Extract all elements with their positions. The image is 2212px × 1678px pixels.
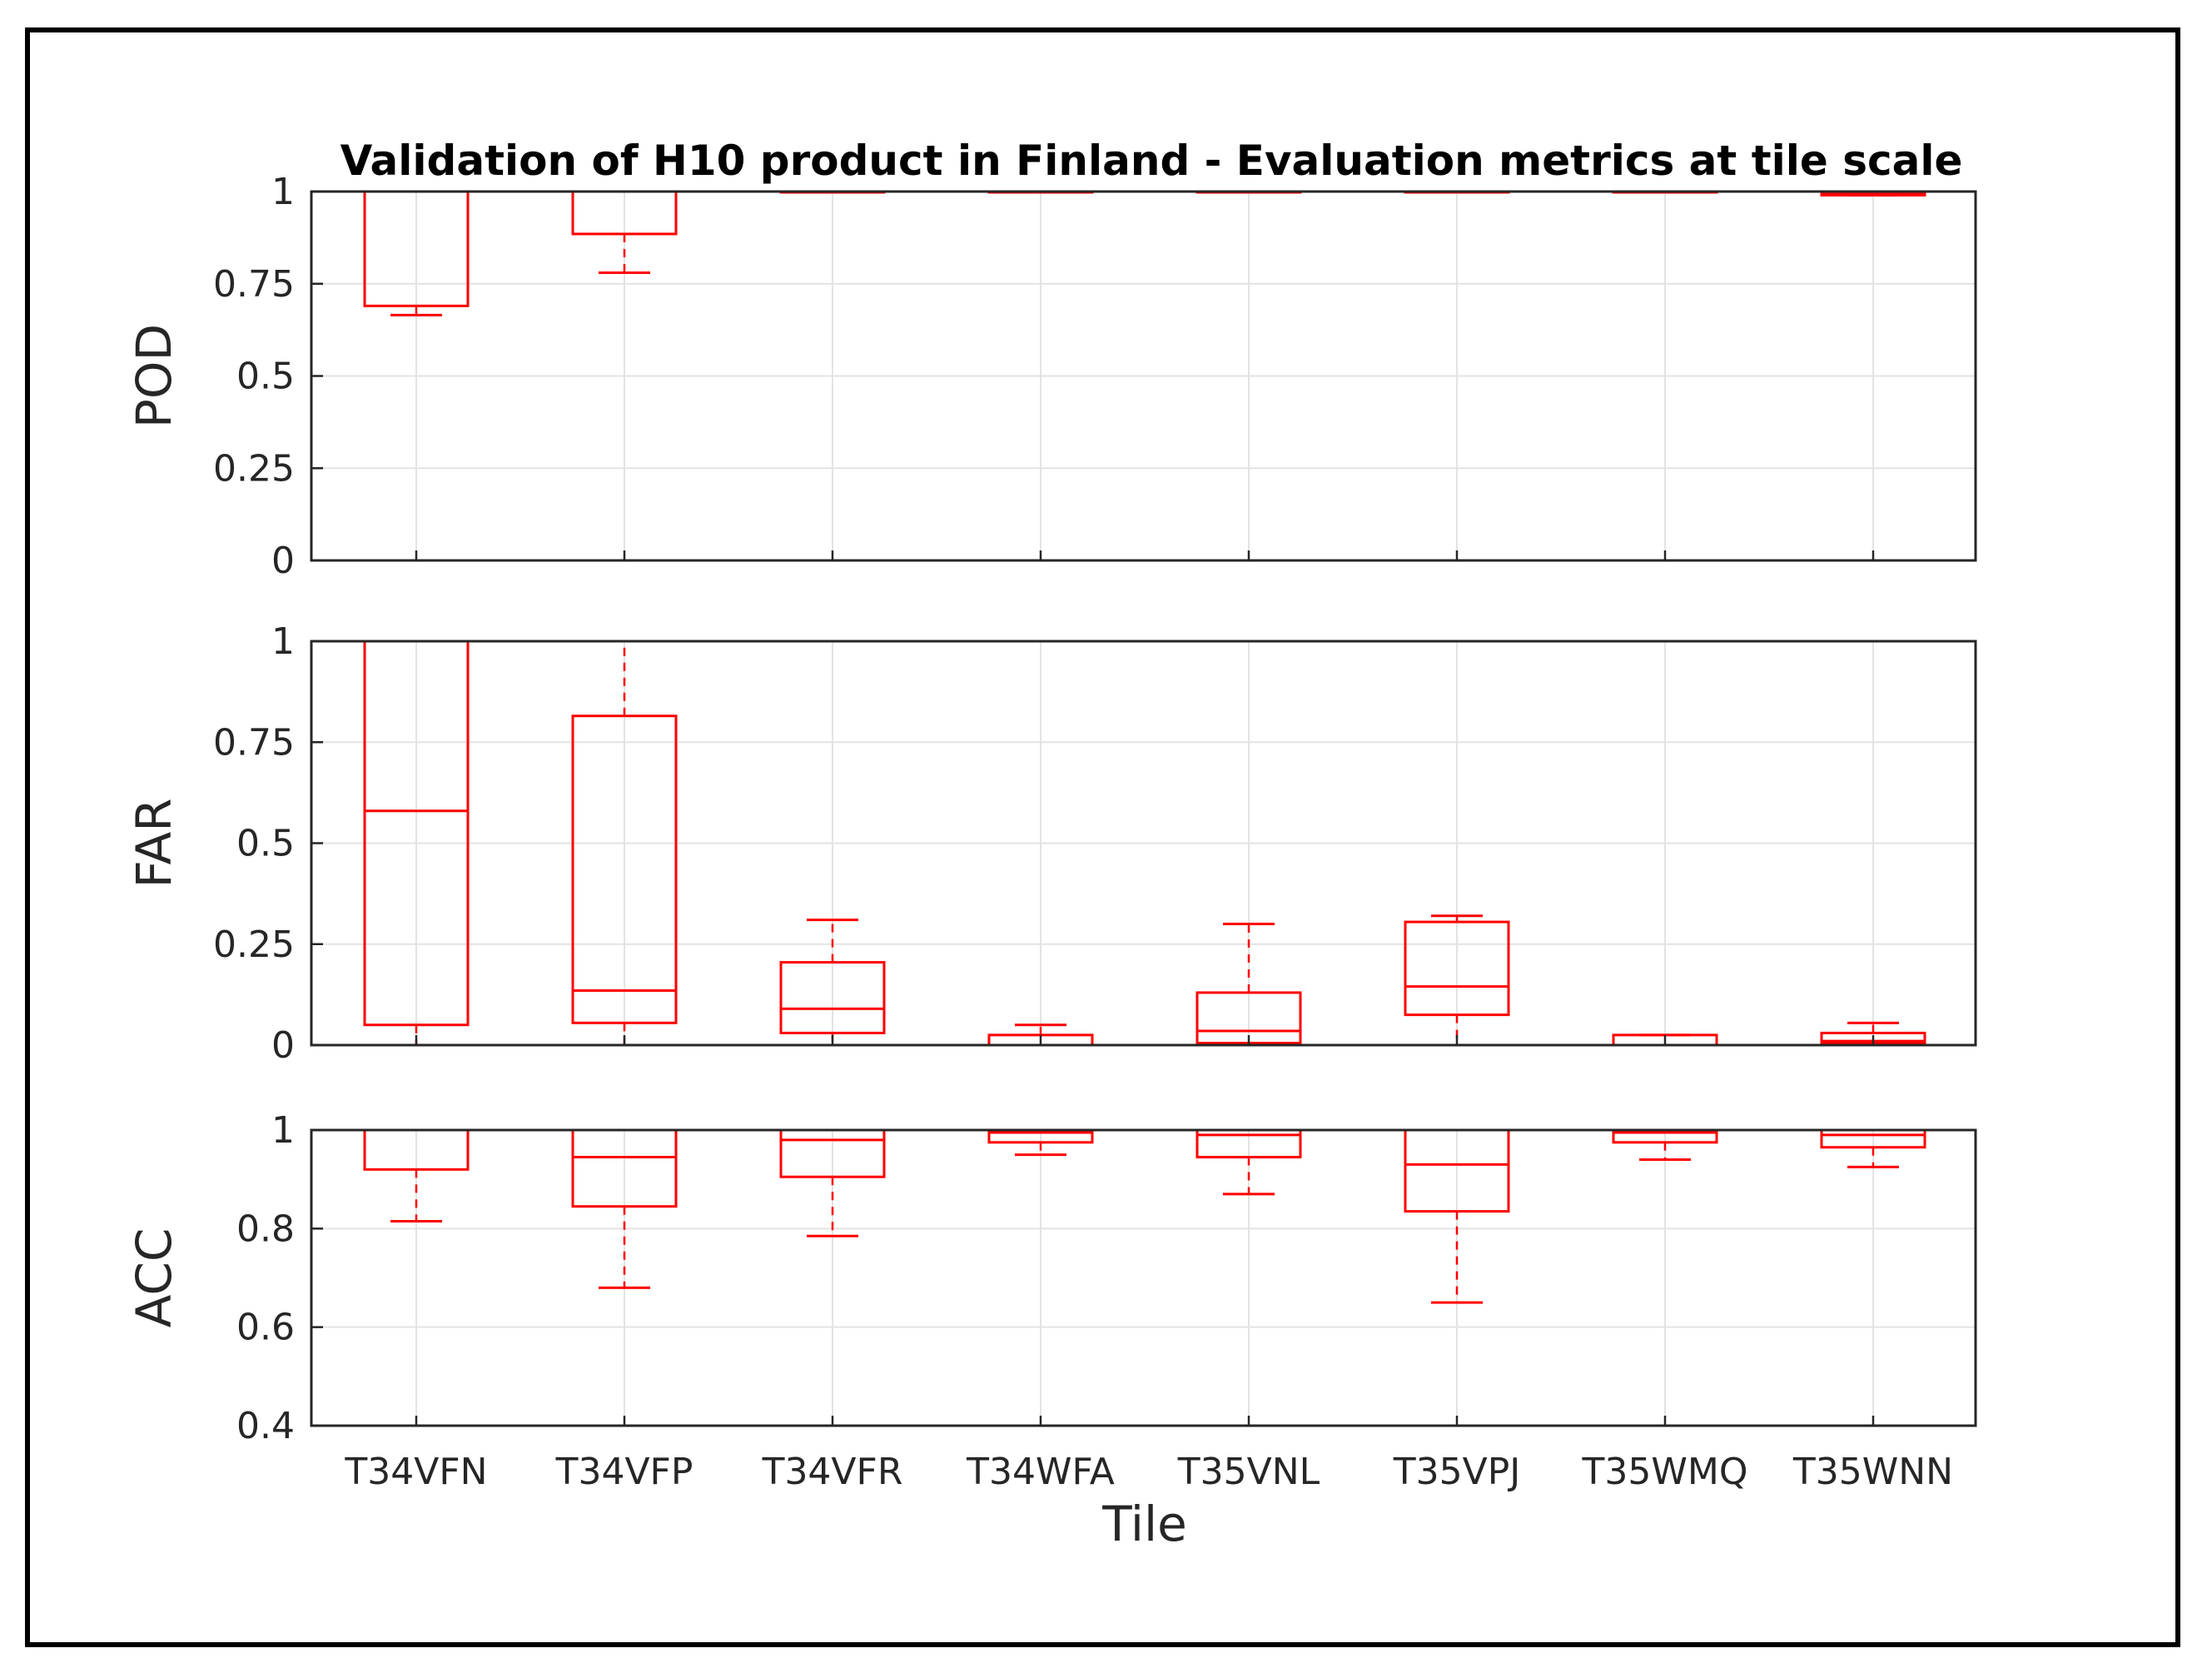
x-tick-label: T34WFA (966, 1451, 1115, 1493)
chart-title: Validation of H10 product in Finland - E… (340, 137, 1963, 185)
panel-pod: 0 0.25 0.5 0.75 1 POD (126, 171, 1977, 582)
y-tick-label: 1 (271, 1109, 295, 1152)
x-tick-label: T35VPJ (1393, 1451, 1520, 1493)
panel-far: 0 0.25 0.5 0.75 1 FAR (126, 620, 1977, 1067)
y-tick-label: 0.25 (213, 447, 295, 490)
y-tick-label: 0 (271, 1024, 295, 1067)
y-tick-label: 1 (271, 620, 295, 663)
iqr-box (779, 961, 886, 1034)
y-tick-label: 0.6 (236, 1307, 295, 1349)
y-tick-label: 0.25 (213, 924, 295, 966)
x-tick-label: T34VFN (344, 1451, 487, 1493)
x-tick-label: T34VFR (762, 1451, 903, 1493)
x-tick-label: T35VNL (1177, 1451, 1320, 1493)
x-tick-label: T35WNN (1792, 1451, 1953, 1493)
y-tick-label: 0.4 (236, 1405, 295, 1447)
y-tick-label: 0.75 (213, 263, 295, 306)
x-tick-labels: T34VFN T34VFP T34VFR T34WFA T35VNL T35VPJ T35W… (344, 1451, 1953, 1493)
x-tick-label: T34VFP (555, 1451, 693, 1493)
panel-acc: 0.4 0.6 0.8 1 ACC (126, 1109, 1977, 1447)
y-axis-label-acc: ACC (126, 1228, 182, 1328)
y-tick-label: 0.75 (213, 721, 295, 764)
y-tick-label: 0.8 (236, 1207, 295, 1250)
x-tick-label: T35WMQ (1582, 1451, 1748, 1493)
iqr-box (571, 715, 678, 1024)
y-tick-label: 0 (271, 540, 295, 582)
y-tick-label: 0.5 (236, 823, 295, 865)
plot-area (311, 1130, 1976, 1426)
y-tick-label: 1 (271, 171, 295, 213)
x-axis-label: Tile (1101, 1496, 1187, 1552)
y-axis-label-pod: POD (126, 324, 182, 428)
panels-group: 00.250.50.751POD00.250.50.751FAR0.40.60.… (126, 171, 1977, 1447)
y-axis-label-far: FAR (126, 798, 182, 888)
y-tick-label: 0.5 (236, 356, 295, 398)
axes-frame (310, 1128, 1977, 1427)
iqr-box (1404, 920, 1510, 1017)
